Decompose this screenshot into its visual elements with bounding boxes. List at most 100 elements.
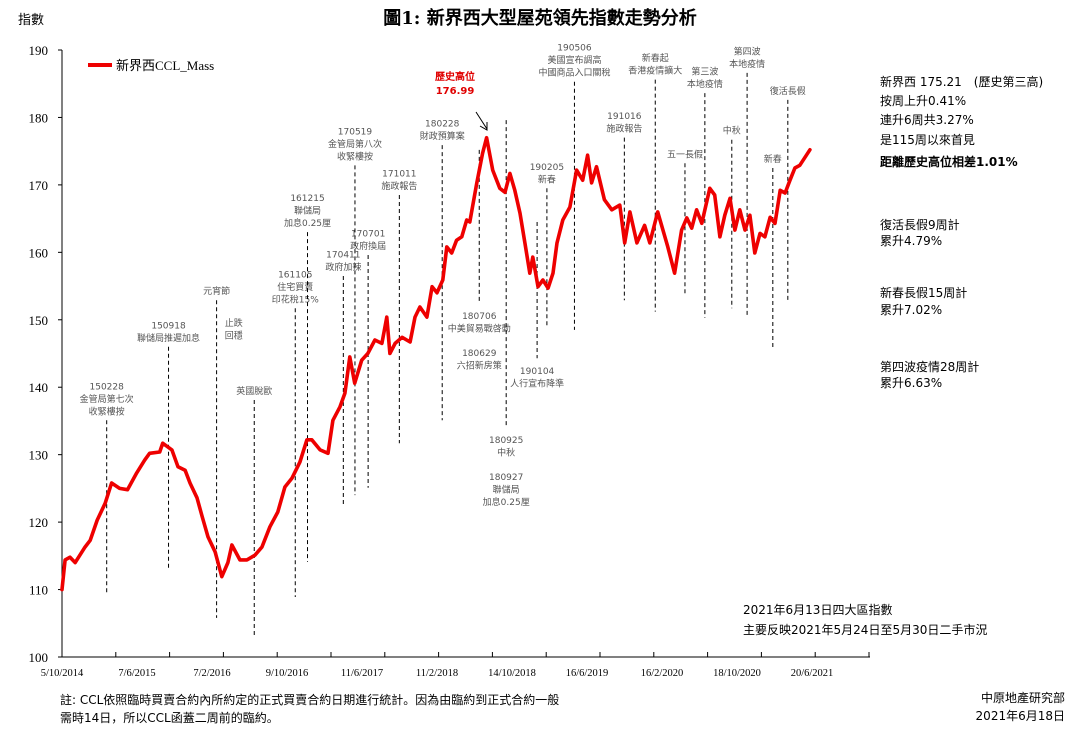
- event-label: 新春: [764, 153, 782, 165]
- index-note-line: 主要反映2021年5月24日至5月30日二手市況: [743, 622, 987, 637]
- event-label: 170411: [326, 250, 360, 260]
- event-annotation: 新春: [764, 153, 782, 349]
- series-layer: [60, 135, 812, 592]
- event-label: 政府換屆: [350, 240, 386, 252]
- event-annotation: 英國脫歐: [236, 385, 272, 637]
- x-tick-label: 20/6/2021: [791, 668, 834, 679]
- x-tick-label: 11/6/2017: [341, 668, 383, 679]
- footnote: 註: CCL依照臨時買賣合約內所約定的正式買賣合約日期進行統計。因為由臨約到正式…: [60, 692, 559, 725]
- event-label: 180925: [489, 436, 523, 446]
- x-tick-label: 7/2/2016: [193, 668, 230, 679]
- y-tick-label: 140: [29, 380, 49, 395]
- event-label: 聯儲局: [493, 484, 520, 496]
- axes: 100 110 120 130 140 150 160 170 180 190 5/10/2014 7…: [29, 43, 870, 679]
- event-label: 五一長假: [667, 149, 703, 160]
- y-tick-label: 130: [29, 448, 49, 463]
- event-label: 161215: [290, 194, 324, 204]
- event-label: 150228: [90, 382, 125, 392]
- event-label: 本地疫情: [729, 58, 765, 70]
- source-org: 中原地產研究部: [981, 690, 1065, 705]
- event-label: 中秋: [497, 447, 515, 459]
- y-tick-label: 160: [29, 245, 49, 260]
- footnote-line: 註: CCL依照臨時買賣合約內所約定的正式買賣合約日期進行統計。因為由臨約到正式…: [60, 692, 559, 707]
- side-note: 累升4.79%: [880, 234, 942, 248]
- event-label: 180706: [462, 312, 497, 322]
- event-label: 190104: [520, 367, 555, 377]
- legend-label: 新界西CCL_Mass: [116, 58, 214, 73]
- side-notes: 新界西 175.21 (歷史第三高) 按周上升0.41% 連升6周共3.27% 是11…: [880, 74, 1043, 390]
- source: 中原地產研究部 2021年6月18日: [976, 690, 1065, 723]
- peak-value: 176.99: [436, 86, 475, 97]
- source-date: 2021年6月18日: [976, 709, 1065, 723]
- y-tick-label: 100: [29, 650, 49, 665]
- peak-label: 歷史高位: [435, 70, 475, 83]
- index-note-line: 2021年6月13日四大區指數: [743, 602, 892, 617]
- event-label: 住宅買賣: [277, 281, 313, 293]
- y-tick-label: 110: [29, 583, 48, 598]
- event-label: 本地疫情: [687, 78, 723, 90]
- y-tick-label: 150: [29, 313, 49, 328]
- event-label: 六招新房策: [457, 359, 502, 371]
- x-tick-label: 16/2/2020: [641, 668, 684, 679]
- event-label: 施政報告: [381, 180, 417, 192]
- event-label: 元宵節: [203, 285, 230, 297]
- event-label: 人行宣布降準: [510, 378, 564, 390]
- event-label: 香港疫情擴大: [628, 65, 682, 77]
- event-label: 第四波: [734, 45, 761, 57]
- side-note: 按周上升0.41%: [880, 94, 966, 108]
- event-annotation: 中秋: [723, 125, 741, 309]
- event-label: 止跌: [225, 317, 243, 329]
- event-label: 170519: [338, 127, 373, 137]
- event-label: 金管局第八次: [328, 138, 382, 150]
- x-tick-label: 5/10/2014: [41, 668, 84, 679]
- event-label: 收緊樓按: [337, 150, 373, 162]
- event-label: 加息0.25厘: [284, 217, 331, 229]
- event-label: 美國宣布調高: [547, 54, 601, 66]
- x-tick-label: 16/6/2019: [566, 668, 609, 679]
- side-note: 距離歷史高位相差1.01%: [880, 154, 1018, 169]
- event-label: 180629: [462, 349, 497, 359]
- event-label: 190506: [557, 44, 592, 54]
- peak-annotation: 歷史高位 176.99: [435, 70, 488, 131]
- x-tick-label: 7/6/2015: [118, 668, 155, 679]
- event-label: 171011: [382, 170, 416, 180]
- event-label: 中秋: [723, 125, 741, 137]
- event-label: 新春: [538, 173, 556, 185]
- peak-arrow: [475, 111, 488, 130]
- event-label: 復活長假: [770, 85, 806, 97]
- event-label: 新春起: [642, 52, 669, 64]
- event-annotation: 五一長假: [667, 149, 703, 295]
- x-tick-label: 9/10/2016: [266, 668, 309, 679]
- event-annotation: 復活長假: [770, 85, 806, 301]
- x-tick-label: 11/2/2018: [416, 668, 458, 679]
- event-label: 施政報告: [606, 123, 642, 135]
- event-label: 加息0.25厘: [483, 496, 530, 508]
- event-label: 金管局第七次: [80, 393, 134, 405]
- x-tick-label: 18/10/2020: [713, 668, 761, 679]
- event-label: 191016: [607, 112, 642, 122]
- event-label: 161105: [278, 270, 312, 280]
- event-label: 150918: [151, 321, 186, 331]
- side-note: 新界西 175.21 (歷史第三高): [880, 74, 1043, 89]
- legend: 新界西CCL_Mass: [88, 58, 214, 73]
- side-note: 累升7.02%: [880, 303, 942, 317]
- y-tick-label: 170: [29, 178, 49, 193]
- side-note: 第四波疫情28周計: [880, 359, 979, 374]
- event-label: 財政預算案: [420, 130, 465, 142]
- arrow-head-icon: [479, 122, 488, 131]
